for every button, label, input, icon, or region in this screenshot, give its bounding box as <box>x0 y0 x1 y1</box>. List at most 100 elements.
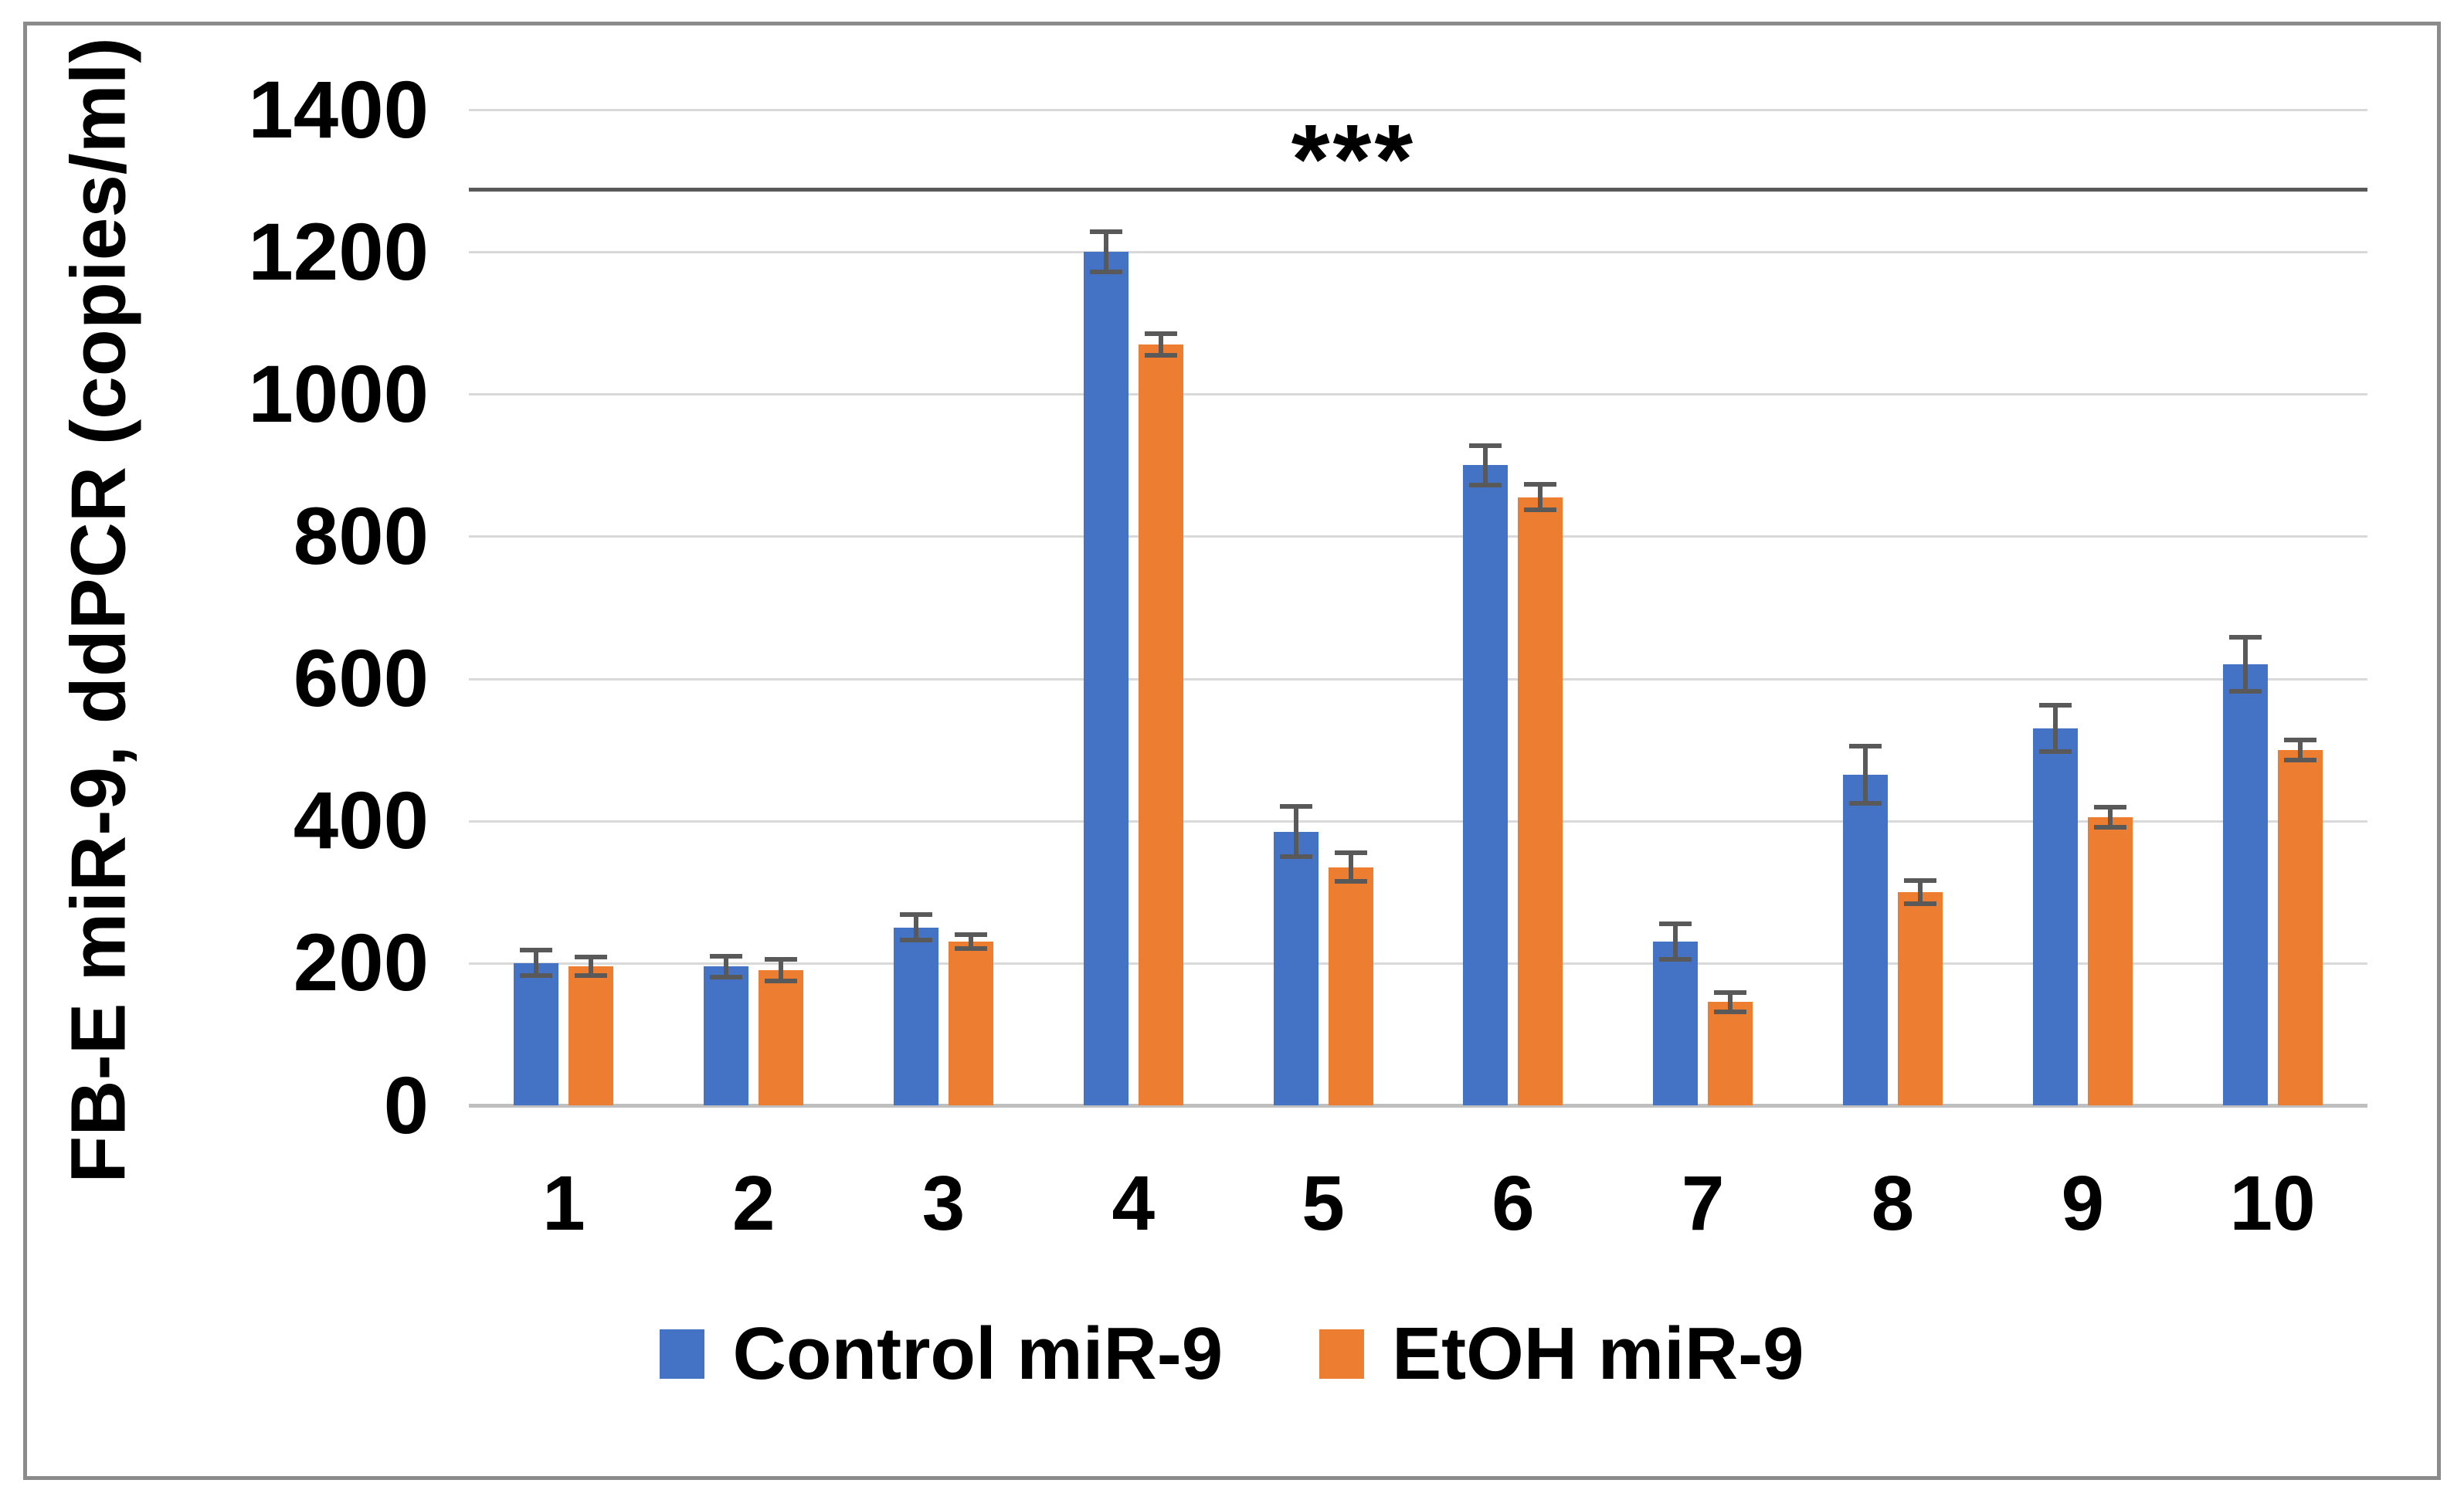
errorbar-etoh-8 <box>1918 881 1923 904</box>
significance-stars: *** <box>1291 104 1417 216</box>
errorbar-cap-bottom-etoh-10 <box>2283 757 2316 762</box>
y-tick-label-400: 400 <box>293 776 429 867</box>
bar-etoh-1 <box>568 966 614 1105</box>
bar-control-8 <box>1843 774 1888 1105</box>
errorbar-cap-top-etoh-5 <box>1334 850 1367 856</box>
errorbar-cap-top-etoh-7 <box>1714 989 1747 995</box>
x-axis-line <box>469 1104 2367 1108</box>
errorbar-etoh-5 <box>1348 853 1353 881</box>
x-category-label-1: 1 <box>542 1160 585 1247</box>
bar-control-7 <box>1653 942 1699 1105</box>
bar-etoh-2 <box>759 970 804 1105</box>
errorbar-cap-bottom-etoh-7 <box>1714 1010 1747 1015</box>
bar-control-4 <box>1083 252 1128 1105</box>
errorbar-cap-bottom-etoh-5 <box>1334 878 1367 884</box>
legend-item-etoh: EtOH miR-9 <box>1319 1317 1804 1391</box>
gridline-600 <box>469 677 2367 681</box>
gridline-1000 <box>469 393 2367 396</box>
errorbar-cap-top-control-9 <box>2038 702 2072 708</box>
gridline-200 <box>469 962 2367 965</box>
errorbar-cap-bottom-control-3 <box>900 938 932 943</box>
bar-control-6 <box>1463 465 1509 1105</box>
bar-etoh-10 <box>2277 749 2323 1105</box>
bar-etoh-5 <box>1328 867 1373 1105</box>
gridline-1400 <box>469 109 2367 111</box>
bar-etoh-4 <box>1138 344 1183 1105</box>
gridline-400 <box>469 820 2367 823</box>
significance-line <box>469 188 2367 192</box>
errorbar-control-2 <box>724 955 729 978</box>
errorbar-cap-bottom-control-1 <box>520 973 553 979</box>
errorbar-cap-top-etoh-9 <box>2093 805 2126 810</box>
errorbar-etoh-2 <box>779 959 784 981</box>
gridline-1200 <box>469 251 2367 254</box>
x-category-label-3: 3 <box>921 1160 966 1247</box>
errorbar-cap-bottom-etoh-6 <box>1524 507 1557 513</box>
errorbar-cap-top-control-6 <box>1469 443 1502 448</box>
errorbar-control-1 <box>534 950 539 976</box>
legend: Control miR-9 EtOH miR-9 <box>0 1317 2464 1391</box>
bar-etoh-6 <box>1518 497 1563 1105</box>
errorbar-cap-top-control-5 <box>1279 804 1312 810</box>
errorbar-etoh-7 <box>1728 992 1733 1013</box>
x-category-label-9: 9 <box>2061 1160 2105 1247</box>
errorbar-cap-bottom-etoh-2 <box>765 978 798 983</box>
legend-swatch-control <box>660 1329 705 1379</box>
errorbar-control-4 <box>1103 232 1108 272</box>
y-tick-label-0: 0 <box>383 1060 429 1151</box>
x-category-label-4: 4 <box>1112 1160 1156 1247</box>
errorbar-cap-top-etoh-10 <box>2283 737 2316 742</box>
errorbar-cap-bottom-etoh-1 <box>575 973 608 979</box>
errorbar-etoh-10 <box>2297 739 2303 760</box>
x-category-label-10: 10 <box>2229 1160 2316 1247</box>
x-category-label-8: 8 <box>1871 1160 1915 1247</box>
bar-etoh-7 <box>1708 1002 1753 1105</box>
y-tick-label-200: 200 <box>293 918 429 1009</box>
errorbar-cap-top-etoh-6 <box>1524 482 1557 487</box>
errorbar-control-8 <box>1863 746 1868 803</box>
x-category-label-2: 2 <box>731 1160 776 1247</box>
x-category-label-5: 5 <box>1302 1160 1345 1247</box>
errorbar-cap-top-etoh-4 <box>1144 331 1177 337</box>
errorbar-control-9 <box>2052 704 2058 752</box>
bar-etoh-3 <box>949 942 993 1105</box>
errorbar-cap-top-etoh-1 <box>575 955 608 960</box>
legend-label-etoh: EtOH miR-9 <box>1392 1312 1804 1395</box>
errorbar-cap-top-control-10 <box>2228 635 2262 640</box>
x-category-label-6: 6 <box>1492 1160 1535 1247</box>
errorbar-cap-top-control-7 <box>1659 922 1692 927</box>
errorbar-cap-bottom-control-6 <box>1469 483 1502 488</box>
bar-control-3 <box>894 927 938 1105</box>
y-tick-label-1400: 1400 <box>248 64 429 155</box>
bar-control-9 <box>2032 728 2078 1105</box>
errorbar-cap-top-control-4 <box>1089 229 1122 235</box>
errorbar-cap-top-control-2 <box>710 953 743 959</box>
legend-swatch-etoh <box>1319 1329 1365 1379</box>
errorbar-cap-bottom-etoh-9 <box>2093 825 2126 830</box>
bar-etoh-9 <box>2087 817 2133 1105</box>
errorbar-cap-bottom-etoh-8 <box>1904 901 1936 906</box>
errorbar-cap-top-etoh-3 <box>955 932 987 938</box>
legend-label-control: Control miR-9 <box>732 1312 1224 1395</box>
bar-control-5 <box>1273 831 1319 1105</box>
errorbar-cap-top-etoh-8 <box>1904 878 1936 884</box>
errorbar-etoh-9 <box>2107 807 2113 827</box>
bar-control-1 <box>514 962 559 1105</box>
errorbar-cap-bottom-control-9 <box>2038 749 2072 755</box>
errorbar-cap-top-control-8 <box>1849 744 1882 749</box>
errorbar-cap-bottom-control-7 <box>1659 957 1692 962</box>
errorbar-cap-bottom-etoh-4 <box>1144 352 1177 358</box>
y-tick-label-600: 600 <box>293 633 429 725</box>
errorbar-control-7 <box>1673 924 1678 960</box>
y-axis-title: FB-E miR-9, ddPCR (copies/ml) <box>55 37 142 1183</box>
errorbar-cap-bottom-control-2 <box>710 975 743 980</box>
y-tick-label-800: 800 <box>293 490 429 582</box>
errorbar-cap-top-control-3 <box>900 912 932 918</box>
errorbar-control-6 <box>1483 445 1488 486</box>
errorbar-cap-bottom-control-10 <box>2228 689 2262 694</box>
bar-control-10 <box>2222 664 2268 1105</box>
errorbar-cap-bottom-control-4 <box>1089 269 1122 274</box>
errorbar-cap-top-etoh-2 <box>765 957 798 962</box>
errorbar-etoh-3 <box>969 935 973 949</box>
